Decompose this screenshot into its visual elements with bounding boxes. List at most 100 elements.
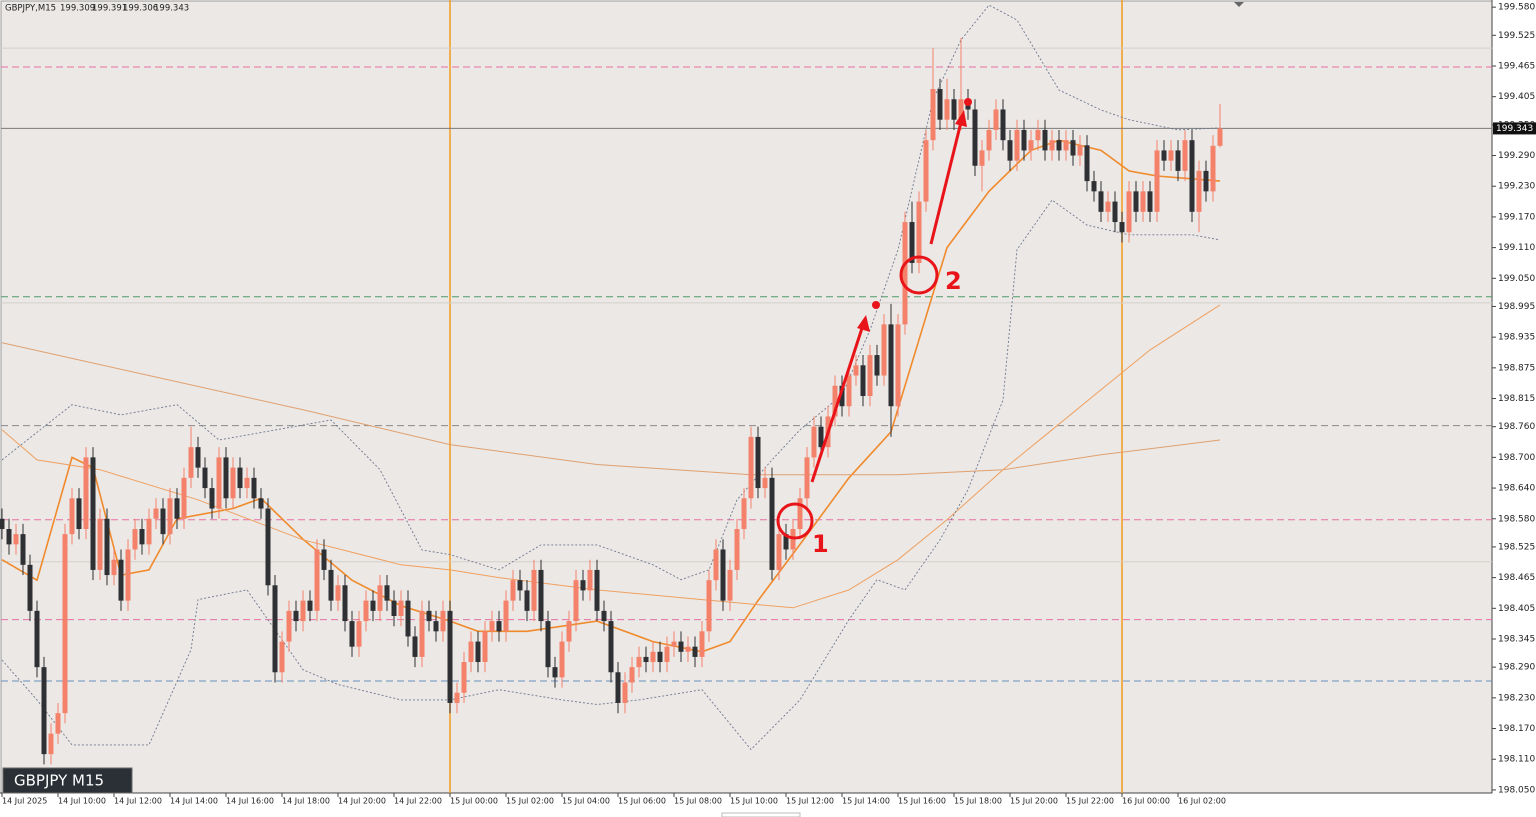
y-tick-label: 199.110 bbox=[1498, 243, 1535, 253]
candle-body bbox=[1203, 170, 1209, 192]
x-tick-label: 14 Jul 22:00 bbox=[394, 797, 442, 806]
candle-body bbox=[118, 559, 124, 601]
x-tick-label: 15 Jul 02:00 bbox=[506, 797, 554, 806]
candle-body bbox=[685, 646, 691, 652]
x-tick-label: 15 Jul 08:00 bbox=[674, 797, 722, 806]
candle-body bbox=[671, 641, 677, 647]
candle-body bbox=[580, 580, 586, 591]
candle-body bbox=[41, 667, 47, 755]
arrowhead bbox=[857, 315, 870, 332]
candle-body bbox=[720, 549, 726, 601]
candle-body bbox=[55, 713, 61, 734]
candle-body bbox=[958, 99, 964, 120]
y-tick-label: 198.700 bbox=[1498, 453, 1535, 463]
candle-body bbox=[993, 109, 999, 130]
candle-body bbox=[916, 201, 922, 263]
candle-body bbox=[944, 99, 950, 120]
candle-body bbox=[377, 585, 383, 611]
candle-body bbox=[202, 467, 208, 489]
x-tick-label: 15 Jul 12:00 bbox=[786, 797, 834, 806]
annotation-dot bbox=[964, 98, 972, 106]
arrowhead bbox=[955, 110, 967, 127]
x-tick-label: 15 Jul 10:00 bbox=[730, 797, 778, 806]
candle-body bbox=[832, 385, 838, 417]
candle-body bbox=[545, 621, 551, 668]
candle-body bbox=[1056, 140, 1062, 151]
symbol-label: GBPJPY,M15 bbox=[5, 4, 56, 14]
candle-body bbox=[1126, 191, 1132, 233]
candle-body bbox=[762, 477, 768, 489]
candle-body bbox=[1035, 129, 1041, 141]
candle-body bbox=[741, 498, 747, 530]
candle-body bbox=[1133, 191, 1139, 212]
candle-body bbox=[699, 631, 705, 657]
candle-body bbox=[125, 549, 131, 601]
candle-body bbox=[951, 99, 957, 120]
candle-body bbox=[853, 365, 859, 376]
y-tick-label: 198.815 bbox=[1498, 394, 1535, 404]
candle-body bbox=[223, 457, 229, 499]
candle-body bbox=[1049, 140, 1055, 151]
y-tick-label: 198.935 bbox=[1498, 333, 1535, 343]
axes: 199.580199.525199.465199.405199.350199.2… bbox=[1, 3, 1536, 806]
candle-body bbox=[776, 534, 782, 570]
candle-body bbox=[461, 662, 467, 693]
candle-body bbox=[888, 324, 894, 407]
candle-body bbox=[1091, 181, 1097, 192]
scrollbar bbox=[721, 812, 801, 817]
annotations: 1 2 bbox=[776, 98, 972, 558]
x-tick-label: 15 Jul 16:00 bbox=[898, 797, 946, 806]
candle-body bbox=[559, 641, 565, 678]
y-tick-label: 198.110 bbox=[1498, 755, 1535, 765]
candle-body bbox=[279, 641, 285, 673]
y-tick-label: 199.050 bbox=[1498, 274, 1535, 284]
y-tick-label: 198.405 bbox=[1498, 604, 1535, 614]
candle-body bbox=[538, 569, 544, 622]
candle-body bbox=[503, 600, 509, 632]
candle-body bbox=[188, 447, 194, 478]
candle-body bbox=[328, 569, 334, 601]
candle-body bbox=[391, 600, 397, 616]
candle-body bbox=[972, 109, 978, 166]
symbol-badge bbox=[2, 767, 133, 794]
candle-body bbox=[1042, 129, 1048, 151]
y-tick-label: 199.405 bbox=[1498, 92, 1535, 102]
candle-body bbox=[524, 590, 530, 611]
candle-body bbox=[209, 488, 215, 509]
candle-body bbox=[48, 733, 54, 755]
x-tick-label: 16 Jul 00:00 bbox=[1122, 797, 1170, 806]
candle-body bbox=[244, 477, 250, 489]
candle-body bbox=[615, 672, 621, 703]
candle-body bbox=[643, 656, 649, 663]
candle-body bbox=[475, 641, 481, 663]
bid-tag bbox=[1493, 122, 1536, 135]
candle-body bbox=[713, 549, 719, 581]
x-tick-label: 14 Jul 10:00 bbox=[58, 797, 106, 806]
indicator-line bbox=[1, 4, 1221, 581]
candle-body bbox=[818, 426, 824, 448]
candle-body bbox=[937, 89, 943, 120]
candle-body bbox=[517, 580, 523, 591]
x-tick-label: 15 Jul 20:00 bbox=[1010, 797, 1058, 806]
candle-body bbox=[307, 600, 313, 611]
candle-body bbox=[1147, 191, 1153, 212]
candle-body bbox=[846, 375, 852, 407]
annotation-circle bbox=[776, 502, 814, 540]
candle-body bbox=[419, 610, 425, 657]
candle-body bbox=[13, 534, 19, 545]
candle-body bbox=[335, 585, 341, 601]
candle-body bbox=[111, 559, 117, 576]
candle-body bbox=[433, 621, 439, 632]
candle-body bbox=[1112, 201, 1118, 223]
candle-body bbox=[286, 610, 292, 642]
candle-body bbox=[1063, 140, 1069, 151]
x-tick-label: 15 Jul 22:00 bbox=[1066, 797, 1114, 806]
candles bbox=[0, 37, 1223, 765]
candle-body bbox=[727, 569, 733, 601]
candle-body bbox=[1105, 201, 1111, 212]
candle-body bbox=[1021, 129, 1027, 151]
candle-body bbox=[531, 569, 537, 611]
x-tick-label: 14 Jul 18:00 bbox=[282, 797, 330, 806]
candle-body bbox=[1014, 129, 1020, 161]
candle-body bbox=[468, 641, 474, 663]
